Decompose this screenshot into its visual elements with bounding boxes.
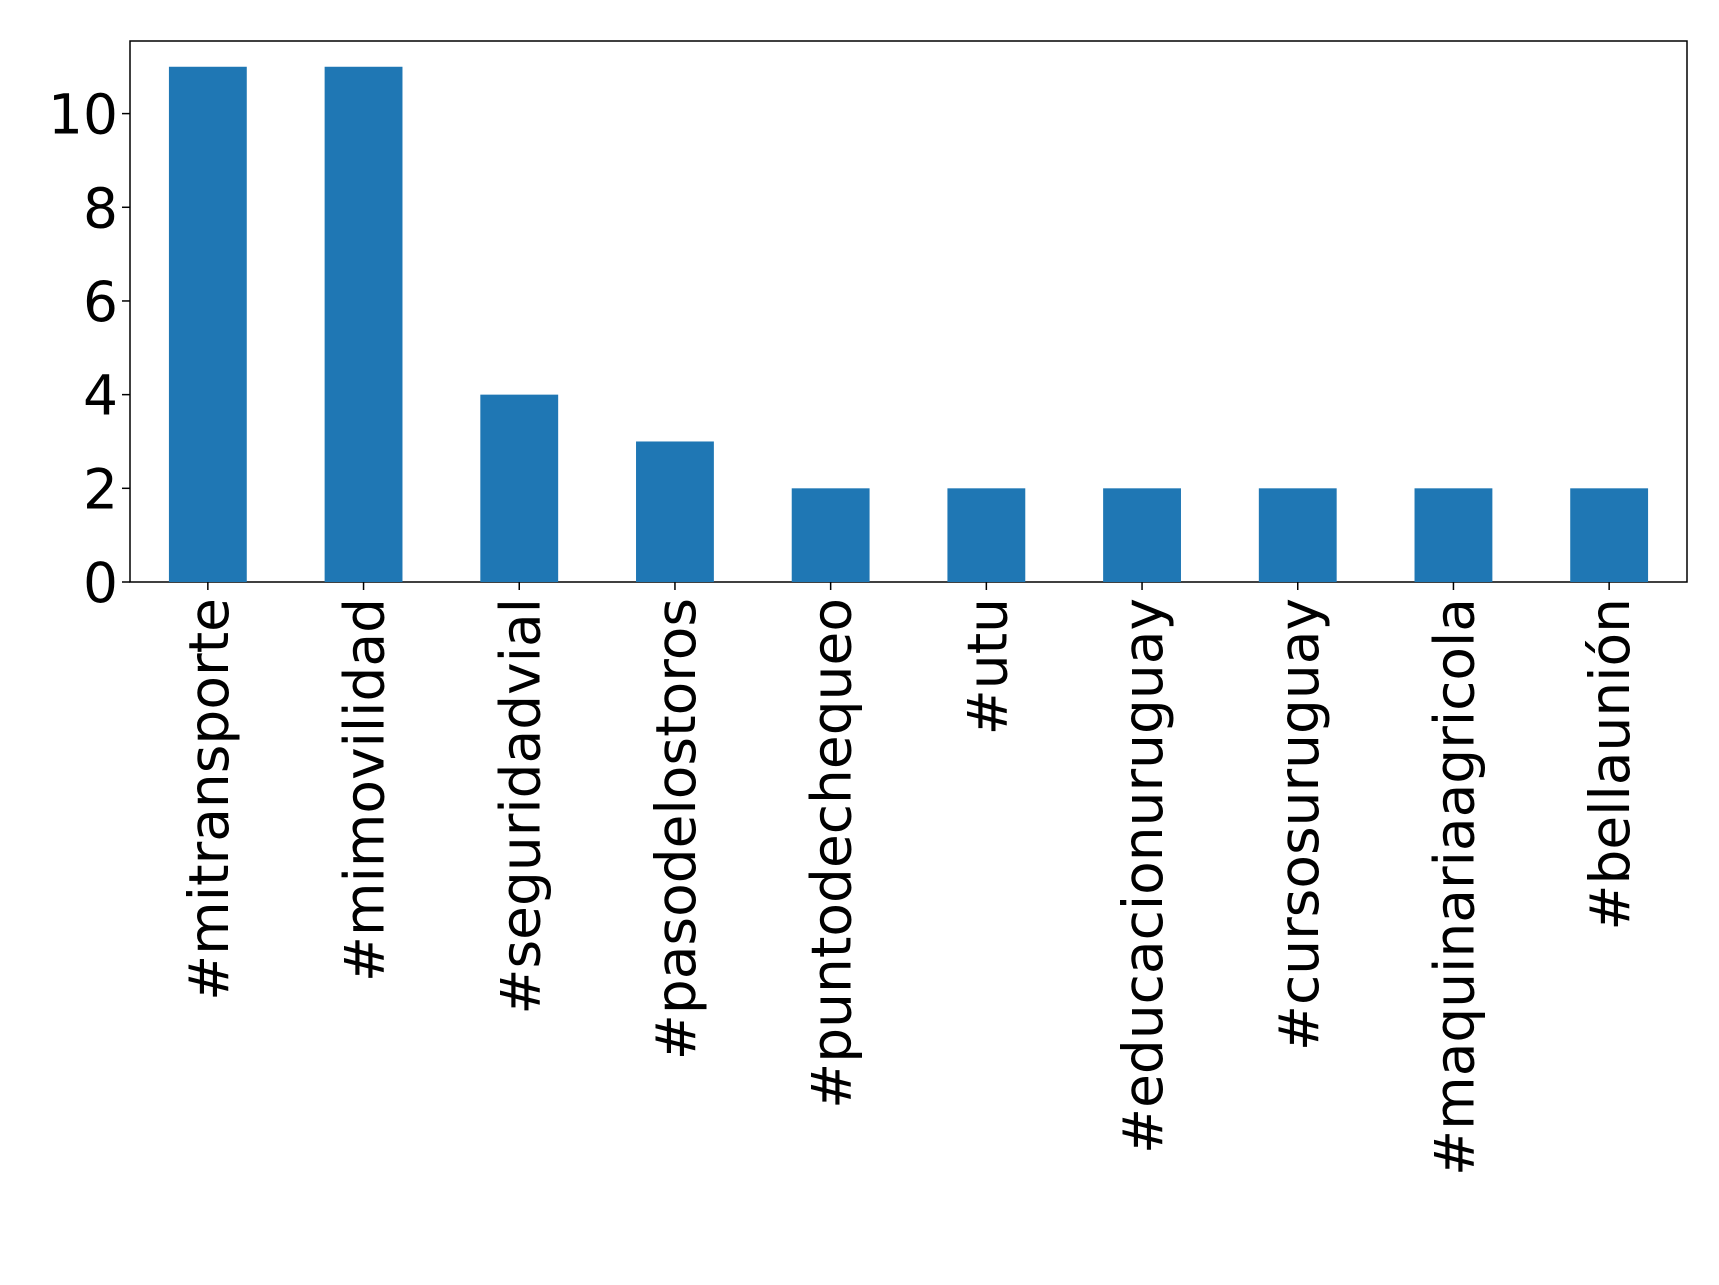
bar [1570, 488, 1649, 582]
bar [1103, 488, 1181, 582]
x-tick-label: #bellaunión [1578, 598, 1642, 931]
axes-frame [129, 40, 1688, 583]
y-tick-label: 10 [48, 83, 118, 147]
x-tick-label: #mimovilidad [333, 598, 397, 982]
bar [168, 66, 247, 582]
bar [324, 66, 403, 582]
bar [947, 488, 1026, 582]
x-tick-label: #pasodelostoros [644, 598, 708, 1060]
bar [636, 441, 714, 582]
bar [791, 488, 870, 582]
y-tick-label: 0 [83, 551, 118, 615]
y-tick-label: 4 [83, 364, 118, 428]
x-tick-label: #educacionuruguay [1111, 598, 1175, 1154]
x-tick-label: #puntodechequeo [800, 598, 864, 1109]
x-tick-label: #utu [955, 598, 1019, 735]
y-tick-label: 8 [83, 176, 118, 240]
x-tick-label: #cursosuruguay [1267, 598, 1331, 1051]
bar [480, 394, 559, 582]
x-tick-label: #mitransporte [177, 598, 241, 1001]
x-tick-label: #maquinariaagricola [1422, 598, 1486, 1176]
y-tick-label: 6 [83, 270, 118, 334]
x-tick-label: #seguridadvial [488, 598, 552, 1015]
y-tick-label: 2 [83, 457, 118, 521]
bar [1258, 488, 1337, 582]
bar [1414, 488, 1493, 582]
